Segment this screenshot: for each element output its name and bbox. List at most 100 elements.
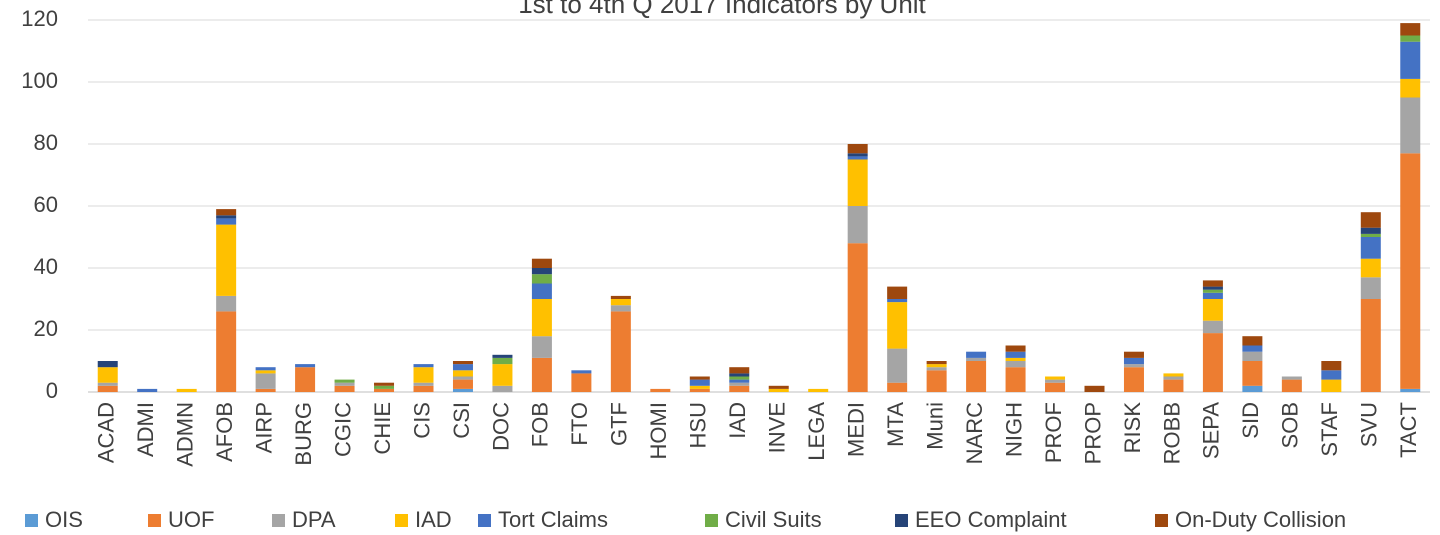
bar-segment [1360, 277, 1381, 299]
x-tick-label: NIGH [1001, 402, 1026, 457]
bar-segment [926, 361, 947, 365]
x-tick-label: PROP [1080, 402, 1105, 464]
bar-segment [926, 367, 947, 371]
legend-label: UOF [168, 507, 214, 532]
bar-segment [729, 367, 750, 374]
x-tick-label: IAD [725, 402, 750, 439]
x-tick-label: FOB [528, 402, 553, 447]
bar-segment [1360, 212, 1381, 228]
x-tick-label: MTA [883, 402, 908, 447]
bar-segment [768, 385, 789, 389]
bar-segment [334, 382, 355, 386]
bar-segment [847, 156, 868, 160]
legend-swatch [395, 514, 408, 527]
bar-segment [887, 299, 908, 303]
bar-segment [176, 388, 197, 392]
bar-segment [610, 305, 631, 312]
bar-segment [1321, 361, 1342, 371]
bar-segment [1005, 357, 1026, 361]
bar-segment [374, 382, 395, 386]
x-tick-label: TACT [1396, 402, 1421, 458]
bar-segment [1360, 227, 1381, 234]
bar-segment [1400, 41, 1421, 79]
bar-segment [1242, 351, 1263, 361]
bar-segment [650, 388, 671, 392]
x-tick-label: ACAD [94, 402, 119, 463]
bar-segment [966, 357, 987, 361]
legend-swatch [705, 514, 718, 527]
bar-segment [1163, 373, 1184, 377]
bar-segment [531, 274, 552, 284]
bar-segment [492, 364, 513, 386]
x-tick-label: CSI [449, 402, 474, 439]
bar-segment [1360, 233, 1381, 237]
bar-segment [1084, 385, 1105, 392]
bar-segment [1321, 379, 1342, 392]
bar-segment [295, 364, 316, 368]
bar-segment [1242, 336, 1263, 346]
x-tick-label: RISK [1120, 402, 1145, 454]
bar-segment [729, 376, 750, 380]
bar-segment [729, 382, 750, 386]
bar-segment [847, 206, 868, 244]
bar-segment [137, 388, 158, 392]
bar-segment [216, 209, 237, 216]
bar-segment [492, 354, 513, 358]
bar-segment [1202, 280, 1223, 287]
bar-segment [216, 215, 237, 219]
legend-label: Civil Suits [725, 507, 822, 532]
bar-segment [531, 258, 552, 268]
bar-segment [1242, 345, 1263, 352]
bar-segment [808, 388, 829, 392]
bar-segment [452, 361, 473, 365]
bar-segment [1360, 299, 1381, 392]
y-tick-label: 80 [34, 130, 58, 155]
legend-swatch [272, 514, 285, 527]
bar-segment [1202, 299, 1223, 321]
legend-label: EEO Complaint [915, 507, 1067, 532]
y-tick-label: 20 [34, 316, 58, 341]
bar-segment [1202, 286, 1223, 290]
bar-segment [97, 367, 118, 383]
x-tick-label: AFOB [212, 402, 237, 462]
bar-segment [531, 268, 552, 275]
bar-segment [610, 311, 631, 392]
bar-segment [492, 357, 513, 365]
legend-label: On-Duty Collision [1175, 507, 1346, 532]
bar-segment [1163, 379, 1184, 392]
legend-label: DPA [292, 507, 336, 532]
bar-segment [216, 218, 237, 225]
bar-segment [295, 367, 316, 392]
y-tick-label: 40 [34, 254, 58, 279]
bar-segment [1281, 376, 1302, 380]
bar-segment [887, 286, 908, 299]
bar-segment [413, 385, 434, 392]
legend-label: Tort Claims [498, 507, 608, 532]
bar-segment [334, 379, 355, 383]
x-tick-label: CGIC [330, 402, 355, 457]
x-tick-label: ROBB [1159, 402, 1184, 464]
bar-segment [492, 385, 513, 392]
bar-segment [452, 379, 473, 389]
bar-segment [1163, 376, 1184, 380]
bar-segment [689, 388, 710, 392]
x-tick-label: SOB [1278, 402, 1303, 448]
bar-segment [1123, 351, 1144, 358]
bar-segment [334, 385, 355, 392]
bar-segment [966, 361, 987, 392]
bar-segment [689, 376, 710, 380]
x-tick-label: DOC [488, 402, 513, 451]
bar-segment [1202, 320, 1223, 334]
y-tick-label: 0 [46, 378, 58, 403]
bar-segment [689, 379, 710, 386]
bar-segment [413, 382, 434, 386]
bar-segment [452, 376, 473, 380]
bar-segment [1005, 361, 1026, 368]
bar-segment [1202, 333, 1223, 392]
bar-segment [887, 302, 908, 349]
x-tick-label: BURG [291, 402, 316, 466]
bar-segment [452, 370, 473, 377]
bar-segment [452, 364, 473, 371]
legend-swatch [148, 514, 161, 527]
bar-segment [1202, 289, 1223, 293]
